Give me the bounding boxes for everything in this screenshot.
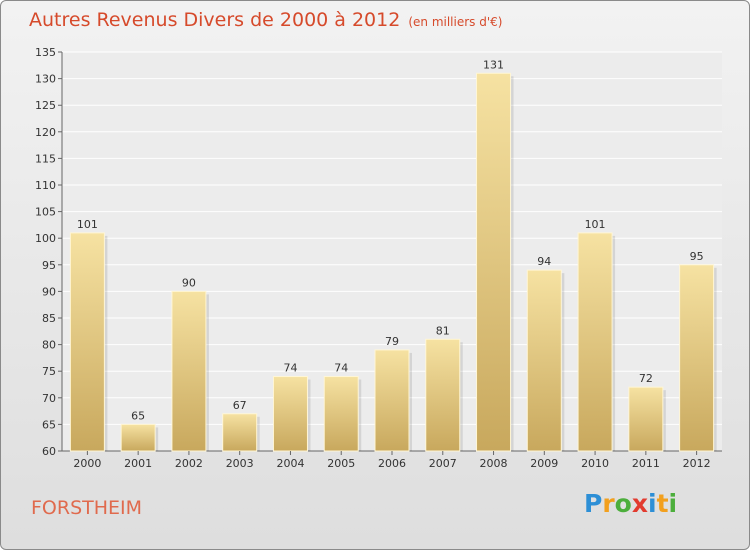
bar-value-label: 101: [585, 218, 606, 231]
y-tick-label: 100: [35, 232, 56, 245]
bar: [679, 264, 715, 452]
bar: [272, 376, 308, 452]
bar: [171, 290, 207, 452]
logo-letter: i: [668, 489, 678, 518]
bar: [323, 376, 359, 452]
bar: [577, 232, 613, 452]
y-tick-label: 70: [42, 392, 56, 405]
y-tick-label: 95: [42, 259, 56, 272]
x-tick-label: 2005: [327, 457, 355, 470]
y-tick-label: 130: [35, 73, 56, 86]
bar-value-label: 65: [131, 409, 145, 422]
chart-title: Autres Revenus Divers de 2000 à 2012 (en …: [29, 9, 502, 31]
bar-value-label: 131: [483, 58, 504, 71]
y-tick-label: 80: [42, 339, 56, 352]
x-tick-label: 2006: [378, 457, 406, 470]
y-tick-label: 125: [35, 99, 56, 112]
bar-value-label: 101: [77, 218, 98, 231]
y-tick-label: 85: [42, 312, 56, 325]
x-tick-label: 2012: [683, 457, 711, 470]
bar-value-label: 74: [334, 362, 348, 375]
bar-value-label: 81: [436, 324, 450, 337]
y-tick-label: 135: [35, 46, 56, 59]
x-tick-label: 2007: [429, 457, 457, 470]
bar: [69, 232, 105, 452]
x-tick-label: 2010: [581, 457, 609, 470]
y-tick-label: 105: [35, 206, 56, 219]
commune-name: FORSTHEIM: [31, 497, 143, 519]
bar: [526, 269, 562, 452]
bar-value-label: 79: [385, 335, 399, 348]
logo-letter: x: [631, 489, 648, 518]
y-tick-label: 115: [35, 152, 56, 165]
logo-letter: o: [614, 489, 632, 518]
x-tick-label: 2002: [175, 457, 203, 470]
bar: [374, 349, 410, 452]
bar: [476, 72, 512, 452]
bar-value-label: 95: [690, 250, 704, 263]
y-tick-label: 90: [42, 285, 56, 298]
y-tick-label: 75: [42, 365, 56, 378]
bar-value-label: 72: [639, 372, 653, 385]
x-tick-label: 2000: [73, 457, 101, 470]
x-tick-label: 2001: [124, 457, 152, 470]
bar-value-label: 90: [182, 276, 196, 289]
y-tick-label: 110: [35, 179, 56, 192]
proxiti-logo: Proxiti: [584, 489, 677, 518]
y-tick-label: 65: [42, 418, 56, 431]
bar: [222, 413, 258, 452]
x-tick-label: 2008: [480, 457, 508, 470]
bar-value-label: 67: [233, 399, 247, 412]
bar: [120, 423, 156, 452]
x-tick-label: 2011: [632, 457, 660, 470]
bar: [425, 338, 461, 452]
x-tick-label: 2003: [226, 457, 254, 470]
x-tick-label: 2009: [530, 457, 558, 470]
logo-letter: P: [584, 489, 603, 518]
chart-title-text: Autres Revenus Divers de 2000 à 2012: [29, 9, 401, 31]
logo-letter: r: [602, 489, 615, 518]
y-tick-label: 60: [42, 445, 56, 458]
logo-letter: i: [648, 489, 657, 518]
y-tick-label: 120: [35, 126, 56, 139]
bar-value-label: 94: [537, 255, 551, 268]
chart-subtitle: (en milliers d'€): [408, 15, 503, 29]
bar-value-label: 74: [283, 362, 297, 375]
logo-letter: t: [656, 489, 669, 518]
bar: [628, 386, 664, 452]
x-tick-label: 2004: [276, 457, 304, 470]
